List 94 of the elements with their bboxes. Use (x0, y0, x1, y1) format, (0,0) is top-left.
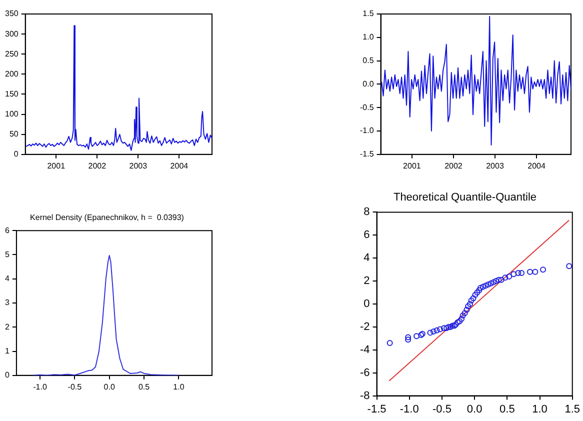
x-tick-label: 0.0 (466, 403, 482, 416)
point (490, 279, 496, 286)
point (449, 322, 456, 329)
x-tick-label: 2003 (486, 161, 504, 170)
point (454, 319, 461, 326)
point (467, 301, 474, 307)
point (464, 306, 470, 313)
point (526, 268, 533, 275)
point (470, 295, 476, 302)
y-tick-label: 0.5 (362, 56, 374, 66)
y-tick-label: -0.5 (360, 102, 374, 112)
y-tick-label: -6 (360, 366, 370, 379)
point (456, 318, 463, 324)
y-tick-label: 6 (4, 226, 10, 235)
y-tick-label: 1.5 (362, 9, 374, 18)
point (477, 284, 484, 291)
point (496, 276, 502, 283)
y-tick-label: 150 (4, 89, 19, 98)
y-tick-label: 50 (9, 130, 19, 139)
y-tick-label: 250 (4, 49, 19, 58)
x-tick-label: 2001 (403, 161, 422, 170)
y-tick-label: 0.0 (362, 79, 374, 88)
point (458, 316, 465, 322)
point (518, 270, 525, 276)
x-tick-label: 2002 (88, 161, 107, 170)
x-tick-label: 1.5 (564, 403, 580, 416)
point (485, 281, 492, 288)
point (515, 270, 522, 276)
x-tick-label: 2004 (528, 161, 546, 170)
point (510, 271, 517, 278)
y-tick-label: -1.0 (360, 126, 374, 136)
x-tick-label: 2002 (444, 161, 463, 170)
y-tick-label: 5 (4, 250, 10, 259)
y-tick-label: 0 (4, 370, 10, 380)
point (482, 282, 489, 289)
point (414, 333, 420, 340)
point (493, 278, 500, 284)
point (427, 330, 434, 336)
point (405, 336, 412, 343)
point (437, 326, 444, 332)
y-tick-label: 6 (364, 229, 370, 242)
x-tick-label: -1.0 (33, 382, 48, 392)
y-tick-label: 0 (14, 150, 19, 159)
point (462, 310, 468, 316)
x-tick-label: 2001 (47, 161, 66, 170)
y-tick-label: -4 (360, 344, 370, 356)
y-tick-label: 2 (364, 275, 370, 288)
y-tick-label: 300 (4, 29, 19, 38)
y-tick-label: 350 (4, 9, 19, 18)
point (405, 334, 412, 340)
point (488, 280, 494, 286)
point (506, 273, 512, 280)
x-tick-label: 1.0 (532, 403, 548, 416)
y-tick-label: -2 (360, 320, 370, 333)
point (460, 312, 466, 318)
chart-title: Theoretical Quantile-Quantile (393, 192, 537, 204)
x-tick-label: 2004 (170, 161, 189, 170)
y-tick-label: 0 (364, 298, 370, 310)
y-tick-label: -1.5 (360, 150, 374, 159)
point (476, 287, 482, 294)
chart-title: Kernel Density (Epanechnikov, h = 0.0393) (30, 213, 184, 222)
y-tick-label: 200 (4, 69, 19, 78)
point (566, 263, 572, 270)
y-tick-label: 8 (364, 206, 370, 218)
point (472, 292, 478, 298)
x-tick-label: 1.0 (173, 382, 185, 392)
x-tick-label: 0.5 (500, 403, 515, 416)
y-tick-label: 4 (364, 252, 370, 264)
point (498, 276, 504, 283)
x-tick-label: 0.0 (104, 382, 116, 392)
point (465, 303, 472, 310)
point (430, 328, 436, 335)
y-tick-label: 3 (4, 298, 10, 308)
x-tick-label: 0.5 (138, 382, 150, 392)
point (440, 325, 447, 332)
point (434, 327, 440, 334)
point (532, 268, 538, 275)
y-tick-label: 1.0 (362, 32, 374, 42)
point (502, 274, 508, 281)
x-tick-label: 2003 (129, 161, 148, 170)
y-tick-label: 1 (4, 346, 10, 356)
point (474, 290, 480, 296)
point (540, 266, 546, 273)
y-tick-label: 2 (4, 322, 10, 332)
y-tick-label: -8 (360, 390, 370, 402)
point (468, 298, 474, 304)
point (447, 324, 454, 330)
y-tick-label: 4 (4, 274, 10, 284)
point (480, 284, 486, 290)
y-tick-label: 100 (4, 109, 19, 118)
x-tick-label: -0.5 (68, 382, 82, 392)
x-tick-label: -0.5 (432, 403, 452, 416)
point (386, 340, 393, 346)
x-tick-label: -1.0 (400, 403, 419, 416)
